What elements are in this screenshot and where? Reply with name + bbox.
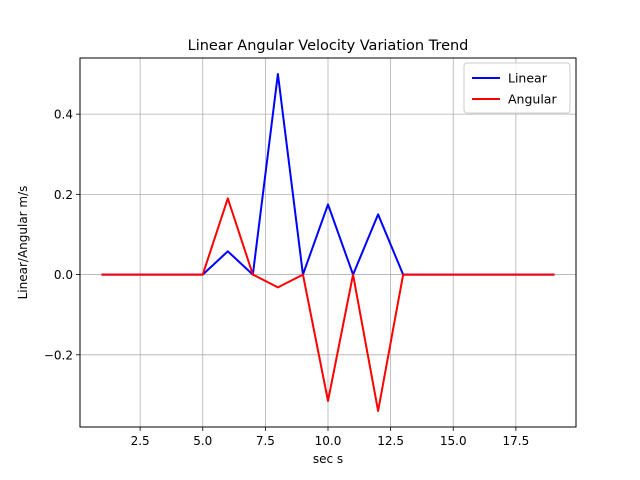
x-tick-label: 5.0 (193, 434, 212, 448)
y-tick-label: 0.0 (54, 268, 73, 282)
axis-ticks: 2.5 5.0 7.5 10.0 12.5 15.0 17.5 −0.2 0.0 0.2 0.4 (44, 108, 529, 448)
x-tick-label: 15.0 (440, 434, 467, 448)
x-tick-label: 12.5 (377, 434, 404, 448)
y-tick-label: −0.2 (44, 348, 73, 362)
y-tick-label: 0.4 (54, 108, 73, 122)
legend-box (463, 62, 571, 114)
x-tick-label: 2.5 (131, 434, 150, 448)
y-axis-label: Linear/Angular m/s (16, 186, 30, 300)
legend-label-angular: Angular (508, 92, 557, 107)
x-tick-label: 7.5 (256, 434, 275, 448)
x-axis-label: sec s (313, 452, 343, 466)
x-tick-label: 17.5 (503, 434, 530, 448)
chart-title: Linear Angular Velocity Variation Trend (188, 38, 469, 54)
x-tick-label: 10.0 (315, 434, 342, 448)
series-line-angular (101, 197, 555, 412)
y-tick-label: 0.2 (54, 188, 73, 202)
series-lines (101, 73, 555, 412)
legend: Linear Angular (463, 62, 571, 114)
legend-label-linear: Linear (508, 71, 548, 86)
